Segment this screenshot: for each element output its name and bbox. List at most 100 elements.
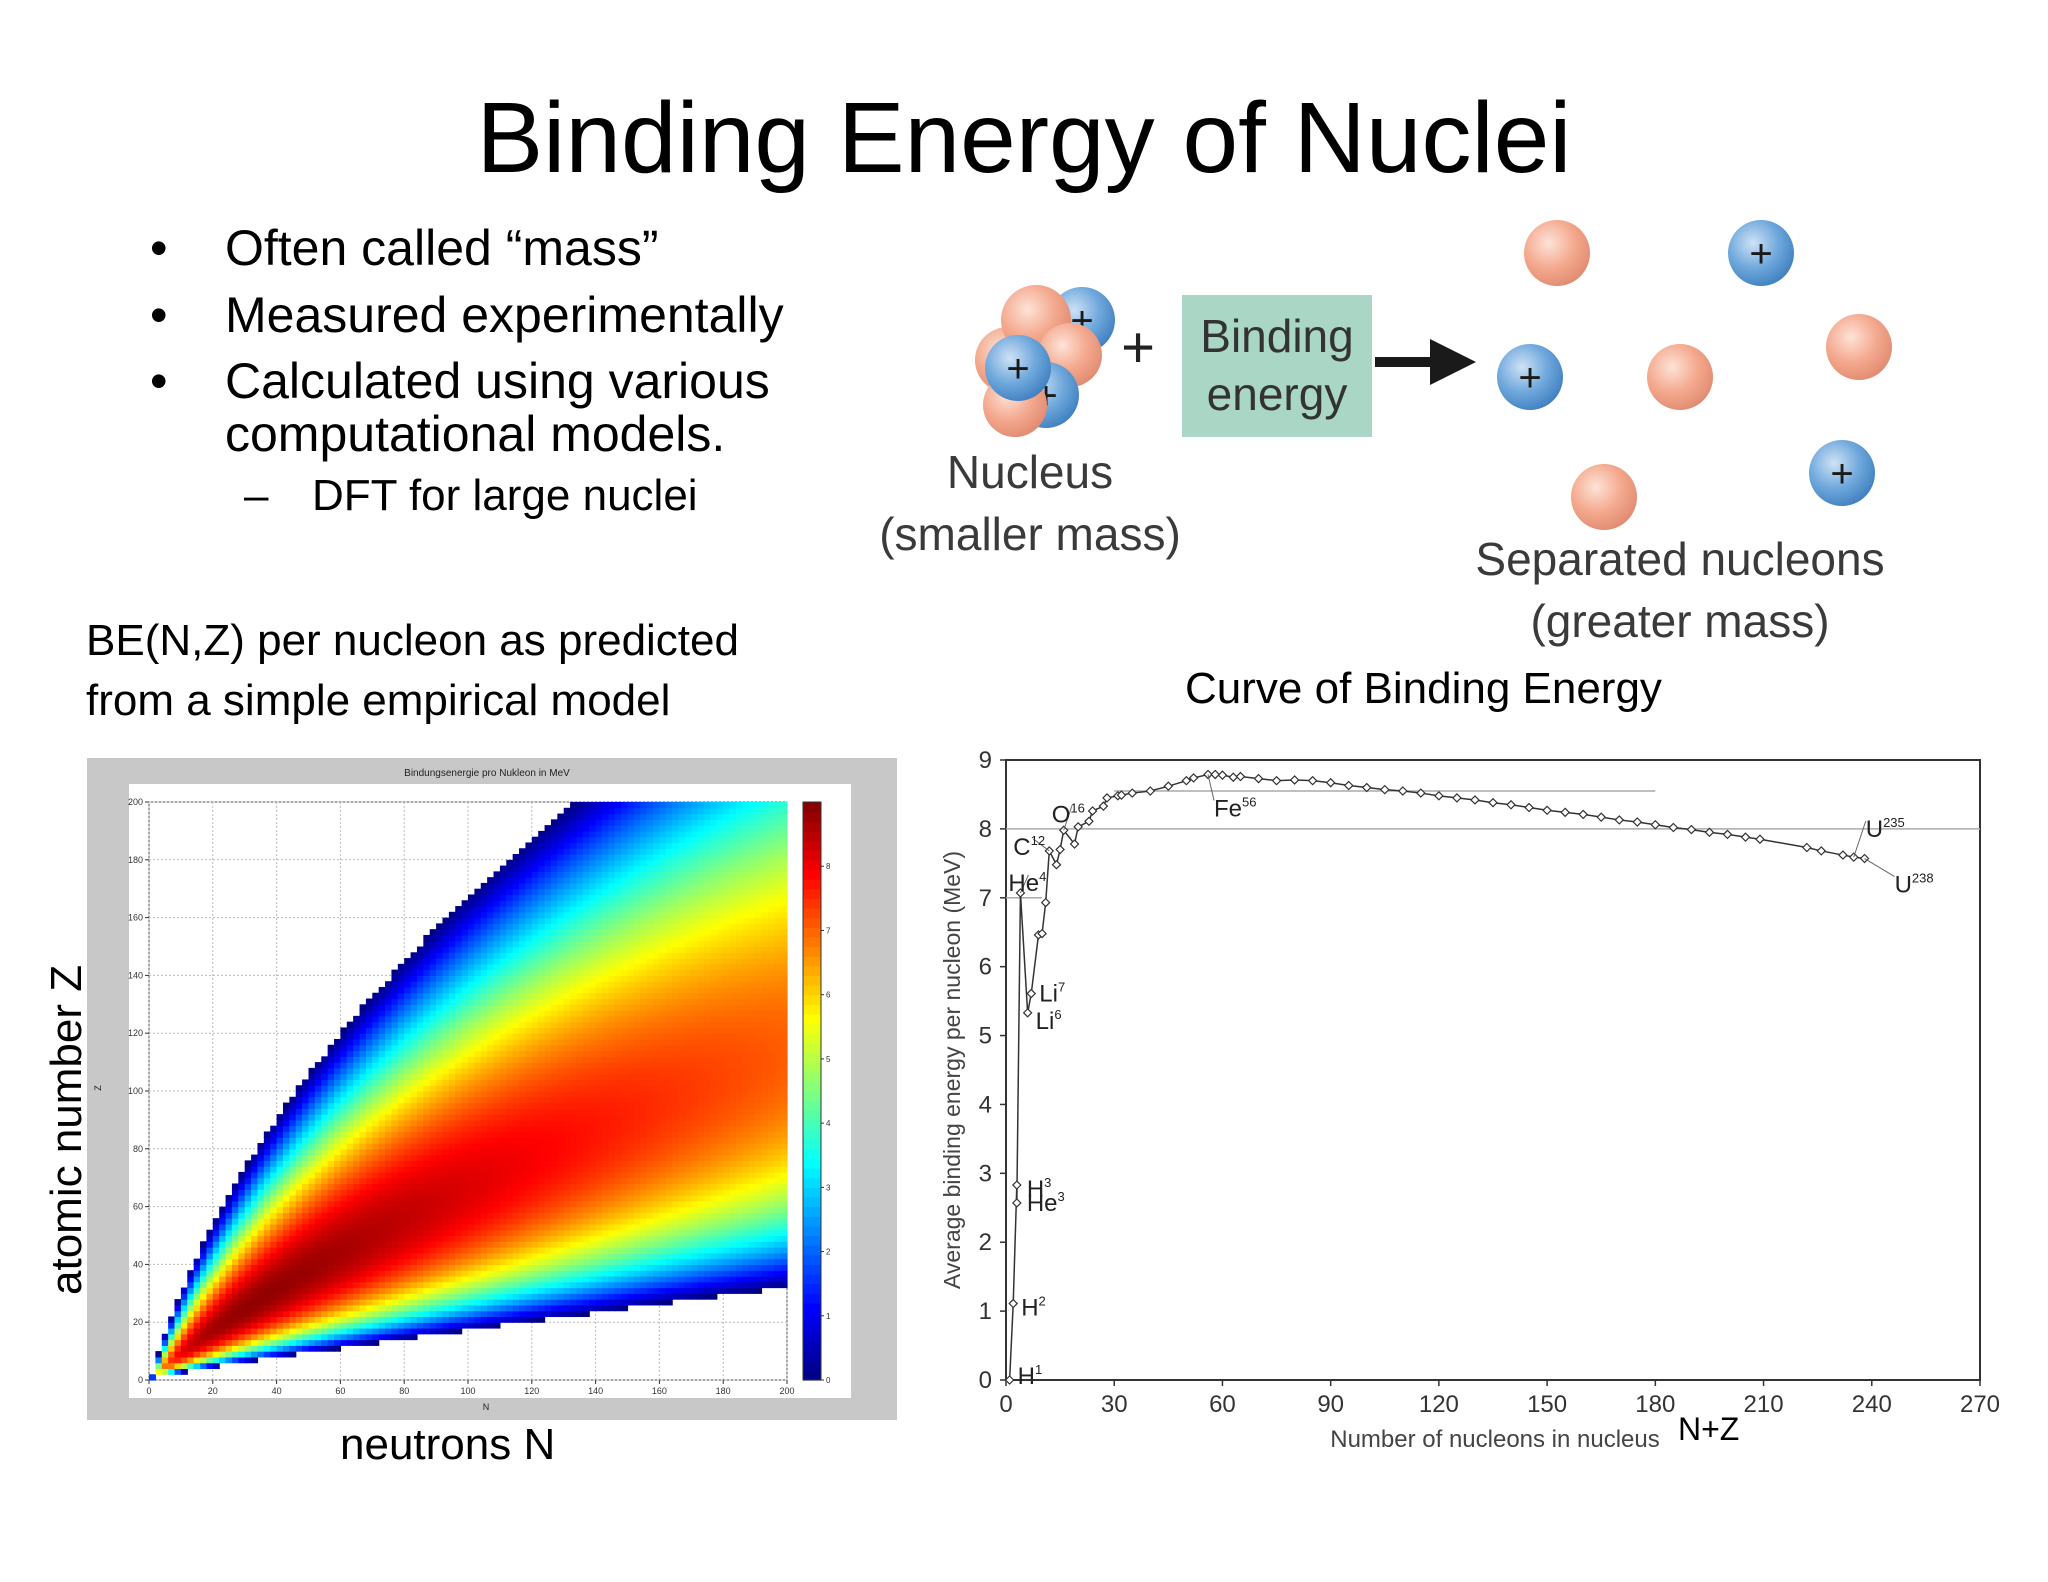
- heatmap-cell: [576, 940, 584, 948]
- heatmap-cell: [499, 1027, 507, 1034]
- heatmap-cell: [378, 1171, 386, 1179]
- heatmap-cell: [531, 842, 539, 849]
- heatmap-cell: [525, 940, 533, 948]
- heatmap-cell: [499, 1125, 507, 1133]
- heatmap-cell: [289, 1241, 297, 1248]
- heatmap-cell: [391, 998, 399, 1005]
- heatmap-cell: [231, 1195, 239, 1202]
- heatmap-cell: [659, 1229, 667, 1237]
- heatmap-cell: [282, 1177, 290, 1185]
- heatmap-cell: [550, 894, 558, 901]
- heatmap-cell: [455, 1316, 463, 1323]
- heatmap-cell: [576, 1108, 584, 1115]
- heatmap-cell: [519, 865, 527, 872]
- heatmap-cell: [391, 1004, 399, 1011]
- heatmap-cell: [589, 1114, 597, 1121]
- heatmap-cell: [538, 1102, 546, 1109]
- heatmap-cell: [499, 1275, 507, 1283]
- heatmap-cell: [353, 1102, 361, 1109]
- heatmap-cell: [359, 1085, 367, 1092]
- heatmap-cell: [321, 1258, 329, 1265]
- heatmap-cell: [391, 1264, 399, 1271]
- heatmap-cell: [621, 848, 629, 855]
- heatmap-cell: [212, 1345, 220, 1352]
- heatmap-cell: [512, 1154, 520, 1161]
- heatmap-cell: [582, 1195, 590, 1202]
- heatmap-cell: [512, 1137, 520, 1144]
- heatmap-cell: [391, 981, 399, 988]
- heatmap-cell: [659, 1137, 667, 1144]
- heatmap-cell: [608, 1021, 616, 1029]
- heatmap-cell: [404, 1062, 412, 1069]
- heatmap-cell: [302, 1258, 310, 1265]
- heatmap-cell: [506, 1189, 514, 1196]
- heatmap-cell: [295, 1316, 303, 1323]
- heatmap-cell: [410, 1275, 418, 1283]
- heatmap-cell: [397, 1067, 405, 1075]
- heatmap-cell: [563, 923, 571, 930]
- heatmap-cell: [442, 1195, 450, 1202]
- heatmap-cell: [410, 1108, 418, 1115]
- heatmap-cell: [385, 1119, 393, 1127]
- heatmap-cell: [582, 1258, 590, 1265]
- heatmap-cell: [372, 1166, 380, 1173]
- heatmap-cell: [378, 1200, 386, 1208]
- heatmap-cell: [340, 1327, 348, 1335]
- heatmap-cell: [378, 1033, 386, 1040]
- heatmap-cell: [550, 1189, 558, 1196]
- heatmap-cell: [385, 1229, 393, 1237]
- heatmap-cell: [257, 1148, 265, 1156]
- heatmap-cell: [550, 1171, 558, 1179]
- heatmap-cell: [321, 1333, 329, 1341]
- heatmap-cell: [550, 1304, 558, 1312]
- heatmap-cell: [480, 1235, 488, 1242]
- heatmap-cell: [436, 1067, 444, 1075]
- heatmap-cell: [251, 1218, 259, 1225]
- heatmap-cell: [550, 842, 558, 849]
- heatmap-cell: [480, 1073, 488, 1081]
- heatmap-cell: [410, 1114, 418, 1121]
- heatmap-cell: [308, 1189, 316, 1196]
- heatmap-cell: [334, 1160, 341, 1167]
- heatmap-cell: [640, 1004, 648, 1011]
- heatmap-cell: [340, 1033, 348, 1040]
- heatmap-cell: [576, 1119, 584, 1127]
- heatmap-cell: [493, 992, 501, 1000]
- heatmap-cell: [282, 1339, 290, 1346]
- heatmap-cell: [442, 1143, 450, 1150]
- heatmap-cell: [334, 1085, 341, 1092]
- heatmap-cell: [353, 1270, 361, 1277]
- heatmap-cell: [295, 1304, 303, 1312]
- heatmap-cell: [633, 1073, 641, 1081]
- heatmap-cell: [640, 986, 648, 994]
- heatmap-cell: [595, 1021, 603, 1029]
- heatmap-cell: [544, 1293, 552, 1300]
- heatmap-cell: [614, 1293, 622, 1300]
- heatmap-cell: [334, 1195, 341, 1202]
- heatmap-cell: [416, 1114, 424, 1121]
- heatmap-cell: [391, 1322, 399, 1329]
- heatmap-cell: [608, 1056, 616, 1063]
- heatmap-cell: [582, 1137, 590, 1144]
- heatmap-cell: [570, 1062, 578, 1069]
- heatmap-cell: [621, 1293, 629, 1300]
- heatmap-cell: [474, 1247, 482, 1254]
- heatmap-cell: [563, 1004, 571, 1011]
- heatmap-cell: [295, 1125, 303, 1133]
- heatmap-cell: [416, 1241, 424, 1248]
- heatmap-cell: [646, 958, 654, 965]
- heatmap-cell: [640, 836, 648, 844]
- heatmap-cell: [257, 1327, 265, 1335]
- heatmap-cell: [378, 1062, 386, 1069]
- heatmap-cell: [416, 1062, 424, 1069]
- heatmap-cell: [436, 1235, 444, 1242]
- heatmap-cell: [557, 854, 565, 861]
- heatmap-cell: [640, 1270, 648, 1277]
- heatmap-cell: [576, 1247, 584, 1254]
- heatmap-cell: [627, 825, 635, 832]
- heatmap-cell: [659, 917, 667, 924]
- heatmap-cell: [627, 1004, 635, 1011]
- heatmap-cell: [378, 1264, 386, 1271]
- heatmap-cell: [614, 1183, 622, 1190]
- heatmap-cell: [595, 1229, 603, 1237]
